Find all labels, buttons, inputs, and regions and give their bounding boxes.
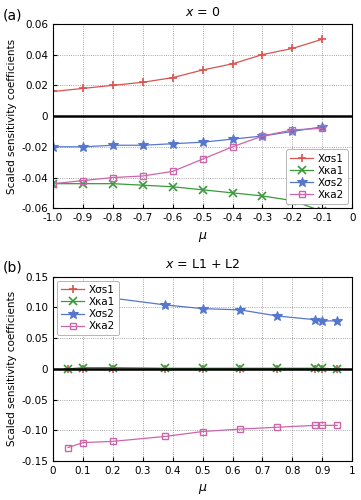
- X-axis label: μ: μ: [199, 228, 206, 241]
- Text: (b): (b): [2, 261, 22, 275]
- Title: $x$ = 0: $x$ = 0: [185, 6, 220, 18]
- Title: $x$ = L1 + L2: $x$ = L1 + L2: [165, 258, 240, 272]
- Text: (a): (a): [2, 8, 22, 22]
- Y-axis label: Scaled sensitivity coefficients: Scaled sensitivity coefficients: [7, 38, 17, 194]
- Legend: Xσs1, Xκa1, Xσs2, Xκa2: Xσs1, Xκa1, Xσs2, Xκa2: [57, 281, 119, 336]
- Y-axis label: Scaled sensitivity coefficients: Scaled sensitivity coefficients: [7, 292, 17, 446]
- Legend: Xσs1, Xκa1, Xσs2, Xκa2: Xσs1, Xκa1, Xσs2, Xκa2: [286, 150, 348, 204]
- X-axis label: μ: μ: [199, 482, 206, 494]
